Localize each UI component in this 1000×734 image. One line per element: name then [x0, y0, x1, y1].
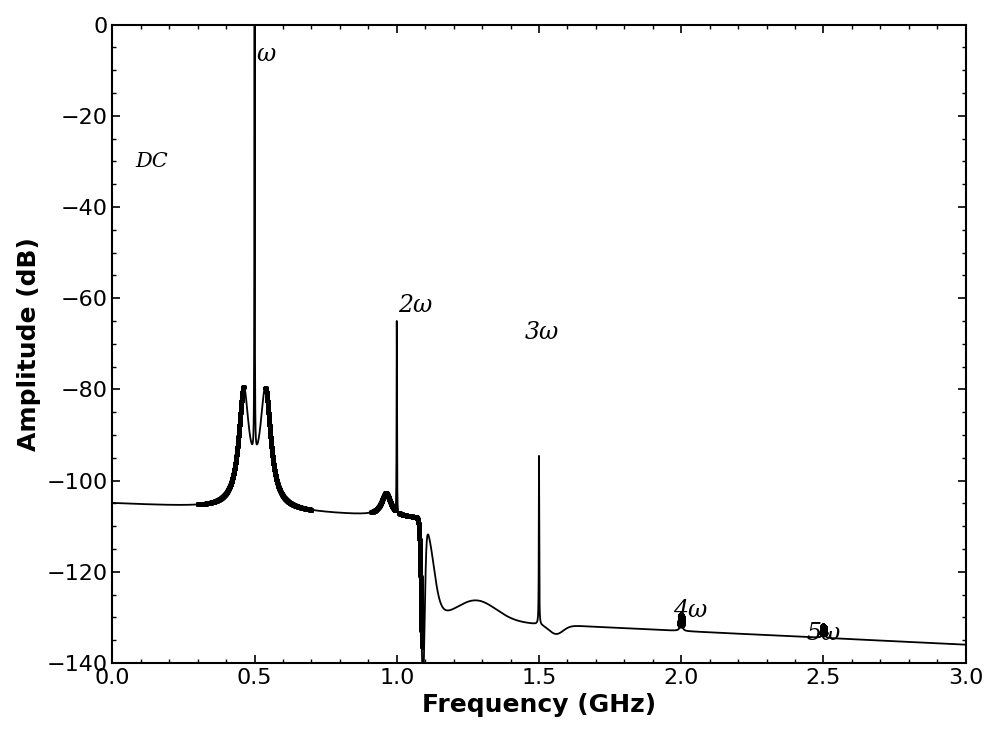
Y-axis label: Amplitude (dB): Amplitude (dB): [17, 237, 41, 451]
Text: 3ω: 3ω: [525, 321, 559, 344]
Text: ω: ω: [256, 43, 275, 66]
X-axis label: Frequency (GHz): Frequency (GHz): [422, 694, 656, 717]
Text: 4ω: 4ω: [673, 599, 707, 622]
Text: DC: DC: [135, 153, 168, 171]
Text: 2ω: 2ω: [398, 294, 432, 316]
Text: 5ω: 5ω: [806, 622, 841, 645]
